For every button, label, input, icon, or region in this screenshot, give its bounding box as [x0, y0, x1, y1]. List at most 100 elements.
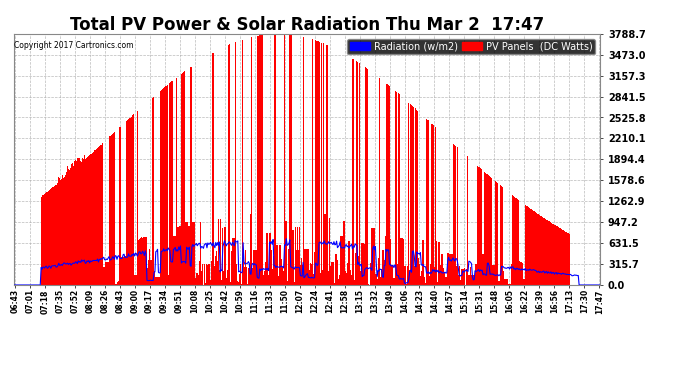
Bar	[136, 275, 137, 285]
Bar	[363, 243, 364, 285]
Bar	[221, 228, 222, 285]
Bar	[567, 232, 568, 285]
Bar	[164, 87, 165, 285]
Bar	[552, 224, 553, 285]
Bar	[313, 274, 314, 285]
Bar	[522, 262, 523, 285]
Bar	[67, 166, 68, 285]
Bar	[494, 265, 495, 285]
Bar	[365, 68, 366, 285]
Bar	[183, 72, 184, 285]
Bar	[206, 255, 208, 285]
Bar	[239, 274, 240, 285]
Bar	[361, 243, 362, 285]
Bar	[72, 163, 73, 285]
Bar	[308, 249, 309, 285]
Bar	[151, 260, 152, 285]
Bar	[120, 127, 121, 285]
Bar	[237, 280, 238, 285]
Bar	[331, 262, 332, 285]
Bar	[83, 159, 84, 285]
Bar	[143, 237, 144, 285]
Bar	[155, 277, 156, 285]
Bar	[307, 249, 308, 285]
Bar	[569, 234, 570, 285]
Bar	[414, 267, 415, 285]
Bar	[278, 276, 279, 285]
Bar	[224, 227, 225, 285]
Bar	[77, 158, 78, 285]
Bar	[545, 219, 546, 285]
Bar	[489, 176, 490, 285]
Bar	[538, 214, 539, 285]
Bar	[453, 144, 454, 285]
Bar	[218, 219, 219, 285]
Bar	[238, 282, 239, 285]
Bar	[353, 59, 354, 285]
Bar	[553, 224, 554, 285]
Bar	[558, 227, 560, 285]
Bar	[305, 249, 306, 285]
Bar	[222, 228, 224, 285]
Bar	[254, 250, 255, 285]
Bar	[293, 230, 294, 285]
Bar	[173, 236, 174, 285]
Bar	[540, 216, 541, 285]
Bar	[195, 278, 196, 285]
Bar	[149, 249, 150, 285]
Bar	[126, 121, 127, 285]
Bar	[514, 197, 515, 285]
Bar	[144, 237, 145, 285]
Bar	[146, 268, 148, 285]
Bar	[248, 268, 249, 285]
Bar	[209, 264, 210, 285]
Bar	[201, 271, 202, 285]
Bar	[443, 268, 444, 285]
Bar	[323, 43, 324, 285]
Bar	[477, 166, 478, 285]
Bar	[327, 45, 328, 285]
Bar	[517, 199, 518, 285]
Bar	[332, 262, 333, 285]
Bar	[268, 275, 269, 285]
Bar	[446, 278, 447, 285]
Bar	[255, 250, 256, 285]
Bar	[448, 254, 449, 285]
Bar	[542, 217, 544, 285]
Bar	[115, 284, 116, 285]
Bar	[474, 275, 475, 285]
Bar	[425, 283, 426, 285]
Bar	[437, 269, 438, 285]
Bar	[141, 237, 142, 285]
Bar	[127, 120, 128, 285]
Bar	[300, 265, 301, 285]
Bar	[484, 172, 485, 285]
Bar	[459, 266, 460, 285]
Bar	[194, 222, 195, 285]
Bar	[387, 84, 388, 285]
Bar	[243, 255, 244, 285]
Bar	[270, 232, 271, 285]
Bar	[566, 232, 567, 285]
Bar	[48, 190, 50, 285]
Bar	[139, 239, 140, 285]
Bar	[476, 264, 477, 285]
Bar	[226, 278, 227, 285]
Bar	[396, 92, 397, 285]
Bar	[342, 237, 343, 285]
Bar	[256, 250, 257, 285]
Bar	[190, 67, 192, 285]
Bar	[411, 105, 412, 285]
Bar	[45, 193, 46, 285]
Bar	[180, 226, 181, 285]
Bar	[503, 270, 504, 285]
Bar	[408, 103, 409, 285]
Bar	[336, 254, 337, 285]
Bar	[273, 226, 275, 285]
Bar	[512, 195, 513, 285]
Bar	[546, 220, 547, 285]
Bar	[506, 279, 507, 285]
Bar	[549, 221, 550, 285]
Bar	[470, 267, 471, 285]
Bar	[55, 185, 56, 285]
